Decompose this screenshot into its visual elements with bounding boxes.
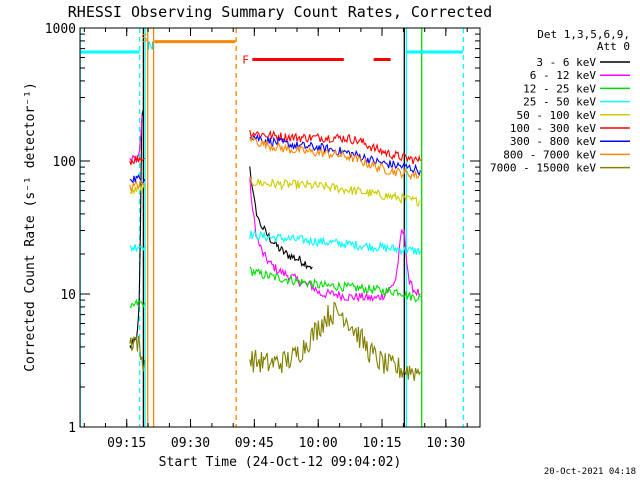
legend-label-4: 50 - 100 keV: [517, 109, 597, 122]
series-3: [129, 230, 421, 256]
series-6-segment-0: [129, 173, 146, 185]
state-bars: [80, 40, 463, 61]
series-7-segment-0: [129, 179, 146, 195]
y-tick-label-0: 1: [68, 421, 76, 436]
y-tick-label-2: 100: [53, 155, 76, 170]
series-3-segment-1: [249, 230, 421, 256]
legend-label-0: 3 - 6 keV: [536, 56, 596, 69]
x-tick-label-0: 09:15: [107, 436, 146, 451]
x-tick-label-1: 09:30: [171, 436, 210, 451]
annotation-n: N: [147, 39, 154, 52]
x-axis-label: Start Time (24-Oct-12 09:04:02): [159, 455, 402, 470]
series-0-segment-0: [129, 110, 144, 350]
plot-frame: [79, 27, 481, 428]
x-axis-ticks: 09:15 09:30 09:45 10:00 10:15 10:30: [83, 28, 468, 451]
series-2-segment-0: [129, 298, 146, 309]
series-2: [129, 266, 421, 309]
x-tick-label-2: 09:45: [235, 436, 274, 451]
y-tick-label-1: 10: [60, 288, 76, 303]
series-7: [129, 135, 421, 195]
footer-timestamp: 20-Oct-2021 04:18: [544, 467, 636, 477]
y-tick-label-3: 1000: [45, 22, 76, 37]
series-8-segment-1: [249, 301, 421, 381]
series-3-segment-0: [129, 244, 146, 253]
x-tick-label-5: 10:30: [426, 436, 465, 451]
series-2-segment-1: [249, 266, 421, 303]
y-axis-label: Corrected Count Rate (s⁻¹ detector⁻¹): [23, 82, 38, 372]
legend-header-0: Det 1,3,5,6,9,: [537, 28, 630, 41]
series-8: [129, 301, 421, 381]
series-5-segment-1: [249, 129, 421, 165]
x-tick-label-3: 10:00: [299, 436, 338, 451]
series-1: [129, 115, 421, 303]
legend-label-3: 25 - 50 keV: [523, 96, 596, 109]
series-5-segment-0: [129, 155, 145, 166]
series-4: [129, 176, 421, 207]
legend-label-8: 7000 - 15000 keV: [490, 162, 596, 175]
x-tick-label-4: 10:15: [362, 436, 401, 451]
annotations: SN F: [141, 32, 249, 66]
series-0: [129, 110, 313, 350]
legend-label-7: 800 - 7000 keV: [503, 148, 596, 161]
series-7-segment-1: [249, 135, 421, 181]
series-8-segment-0: [129, 335, 146, 372]
series-4-segment-1: [249, 176, 421, 207]
legend-label-1: 6 - 12 keV: [530, 69, 597, 82]
annotation-s: S: [141, 32, 148, 45]
series-group: [129, 110, 421, 381]
series-1-segment-1: [249, 177, 421, 303]
chart-title: RHESSI Observing Summary Count Rates, Co…: [68, 3, 492, 21]
series-6: [129, 133, 421, 185]
vertical-marker-lines: [79, 28, 465, 427]
series-0-segment-1: [249, 166, 313, 270]
legend-label-5: 100 - 300 keV: [510, 122, 596, 135]
legend-header-1: Att 0: [597, 40, 630, 53]
legend-label-2: 12 - 25 keV: [523, 82, 596, 95]
y-axis-ticks: 1 10 100 1000: [45, 22, 480, 436]
series-1-segment-0: [129, 115, 143, 163]
legend-label-6: 300 - 800 keV: [510, 135, 596, 148]
annotation-f: F: [242, 54, 249, 67]
